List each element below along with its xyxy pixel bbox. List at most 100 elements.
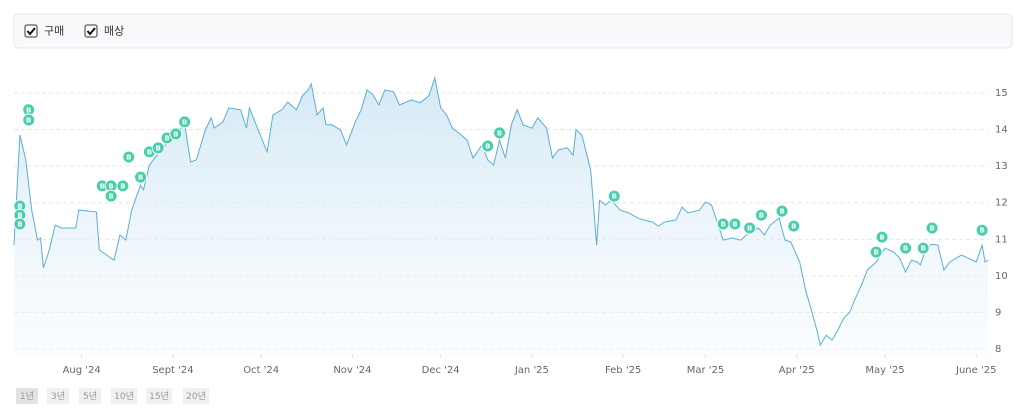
range-button-label[interactable]: 15년 <box>149 391 169 402</box>
checkbox[interactable]: 구매 <box>24 24 64 38</box>
marker-label[interactable]: B <box>173 130 178 138</box>
buy-marker[interactable]: B <box>787 219 801 233</box>
buy-marker[interactable]: B <box>775 204 789 218</box>
marker-label[interactable]: B <box>791 223 796 231</box>
marker-badge[interactable] <box>775 204 789 218</box>
buy-marker[interactable]: B <box>22 103 36 117</box>
range-button[interactable] <box>111 388 137 404</box>
marker-label[interactable]: B <box>720 220 725 228</box>
range-button-label[interactable]: 3년 <box>51 391 65 402</box>
marker-label[interactable]: B <box>108 193 113 201</box>
checkbox[interactable]: 매상 <box>84 24 124 38</box>
buy-marker[interactable]: B <box>875 230 889 244</box>
marker-label[interactable]: B <box>759 212 764 220</box>
marker-badge[interactable] <box>869 245 883 259</box>
marker-badge[interactable] <box>481 139 495 153</box>
buy-marker[interactable]: B <box>13 217 27 231</box>
marker-label[interactable]: B <box>929 224 934 232</box>
range-button[interactable] <box>47 388 69 404</box>
checkbox-label[interactable]: 매상 <box>104 25 124 38</box>
marker-label[interactable]: B <box>120 182 125 190</box>
marker-label[interactable]: B <box>156 144 161 152</box>
buy-marker[interactable]: B <box>925 221 939 235</box>
marker-label[interactable]: B <box>26 117 31 125</box>
buy-marker[interactable]: B <box>151 141 165 155</box>
marker-label[interactable]: B <box>26 106 31 114</box>
range-button[interactable] <box>146 388 172 404</box>
marker-label[interactable]: B <box>126 153 131 161</box>
marker-badge[interactable] <box>22 113 36 127</box>
check-icon <box>86 27 96 36</box>
range-button[interactable] <box>16 388 38 404</box>
marker-label[interactable]: B <box>979 227 984 235</box>
marker-badge[interactable] <box>607 189 621 203</box>
marker-label[interactable]: B <box>17 203 22 211</box>
buy-marker[interactable]: B <box>728 217 742 231</box>
buy-marker[interactable]: B <box>134 170 148 184</box>
marker-badge[interactable] <box>13 217 27 231</box>
marker-badge[interactable] <box>116 179 130 193</box>
buy-marker[interactable]: B <box>607 189 621 203</box>
marker-badge[interactable] <box>728 217 742 231</box>
marker-badge[interactable] <box>134 170 148 184</box>
marker-label[interactable]: B <box>497 129 502 137</box>
marker-label[interactable]: B <box>17 220 22 228</box>
buy-marker[interactable]: B <box>899 241 913 255</box>
buy-marker[interactable]: B <box>178 115 192 129</box>
range-button[interactable] <box>79 388 101 404</box>
marker-label[interactable]: B <box>747 224 752 232</box>
marker-label[interactable]: B <box>485 143 490 151</box>
x-tick-label: Aug '24 <box>63 365 101 376</box>
marker-badge[interactable] <box>169 127 183 141</box>
range-button-label[interactable]: 1년 <box>20 391 34 402</box>
buy-marker[interactable]: B <box>743 221 757 235</box>
checkbox-label[interactable]: 구매 <box>44 25 64 38</box>
marker-badge[interactable] <box>178 115 192 129</box>
marker-badge[interactable] <box>899 241 913 255</box>
marker-badge[interactable] <box>875 230 889 244</box>
marker-label[interactable]: B <box>182 118 187 126</box>
range-button-label[interactable]: 5년 <box>83 391 97 402</box>
marker-label[interactable]: B <box>612 193 617 201</box>
buy-marker[interactable]: B <box>754 208 768 222</box>
marker-label[interactable]: B <box>100 182 105 190</box>
marker-badge[interactable] <box>743 221 757 235</box>
marker-label[interactable]: B <box>921 245 926 253</box>
buy-marker[interactable]: B <box>975 223 989 237</box>
buy-marker[interactable]: B <box>869 245 883 259</box>
marker-badge[interactable] <box>925 221 939 235</box>
range-button[interactable] <box>183 388 209 404</box>
marker-badge[interactable] <box>493 126 507 140</box>
buy-marker[interactable]: B <box>104 189 118 203</box>
buy-marker[interactable]: B <box>116 179 130 193</box>
checkbox-box[interactable] <box>84 24 98 38</box>
buy-marker[interactable]: B <box>169 127 183 141</box>
marker-badge[interactable] <box>787 219 801 233</box>
buy-marker[interactable]: B <box>716 217 730 231</box>
marker-label[interactable]: B <box>17 212 22 220</box>
marker-badge[interactable] <box>151 141 165 155</box>
range-button-label[interactable]: 10년 <box>114 391 134 402</box>
buy-marker[interactable]: B <box>493 126 507 140</box>
range-button-label[interactable]: 20년 <box>186 391 206 402</box>
marker-label[interactable]: B <box>164 134 169 142</box>
marker-badge[interactable] <box>975 223 989 237</box>
marker-label[interactable]: B <box>779 208 784 216</box>
marker-badge[interactable] <box>754 208 768 222</box>
checkbox-box[interactable] <box>24 24 38 38</box>
marker-label[interactable]: B <box>874 249 879 257</box>
marker-badge[interactable] <box>122 150 136 164</box>
marker-label[interactable]: B <box>108 182 113 190</box>
buy-marker[interactable]: B <box>22 113 36 127</box>
marker-badge[interactable] <box>104 189 118 203</box>
buy-marker[interactable]: B <box>122 150 136 164</box>
marker-badge[interactable] <box>916 241 930 255</box>
buy-marker[interactable]: B <box>13 208 27 222</box>
buy-marker[interactable]: B <box>916 241 930 255</box>
marker-label[interactable]: B <box>138 174 143 182</box>
marker-label[interactable]: B <box>903 245 908 253</box>
marker-label[interactable]: B <box>147 148 152 156</box>
marker-label[interactable]: B <box>879 234 884 242</box>
buy-marker[interactable]: B <box>481 139 495 153</box>
marker-label[interactable]: B <box>732 220 737 228</box>
